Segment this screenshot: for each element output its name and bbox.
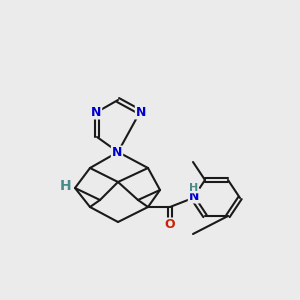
Text: N: N	[136, 106, 146, 118]
Text: N: N	[189, 190, 199, 202]
Text: H: H	[189, 183, 199, 193]
Text: N: N	[112, 146, 122, 160]
Text: O: O	[165, 218, 175, 232]
Text: H: H	[60, 179, 72, 193]
Text: N: N	[91, 106, 101, 118]
